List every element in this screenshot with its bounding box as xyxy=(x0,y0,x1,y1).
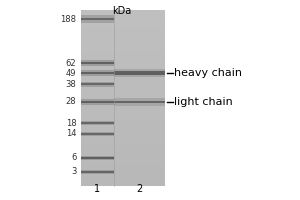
Bar xyxy=(81,99,114,105)
Bar xyxy=(81,122,114,124)
Bar xyxy=(81,18,114,20)
Bar xyxy=(81,62,114,64)
Bar xyxy=(81,60,114,66)
Bar xyxy=(81,157,114,159)
Bar xyxy=(81,101,114,103)
Text: 1: 1 xyxy=(94,184,100,194)
Bar xyxy=(81,83,114,85)
Bar xyxy=(81,156,114,160)
Text: 49: 49 xyxy=(66,68,76,77)
Text: 3: 3 xyxy=(71,168,76,176)
Bar xyxy=(114,101,165,103)
Bar xyxy=(81,15,114,23)
Bar xyxy=(114,98,165,106)
Bar xyxy=(81,171,114,173)
Bar xyxy=(81,133,114,135)
Text: 14: 14 xyxy=(66,130,76,138)
Bar xyxy=(81,70,114,76)
Bar xyxy=(81,132,114,136)
Bar xyxy=(81,72,114,74)
Text: heavy chain: heavy chain xyxy=(174,68,242,78)
Text: 188: 188 xyxy=(61,15,76,23)
Text: light chain: light chain xyxy=(174,97,233,107)
Bar xyxy=(114,71,165,75)
Text: 2: 2 xyxy=(136,184,142,194)
Bar xyxy=(114,69,165,77)
Text: 6: 6 xyxy=(71,154,76,162)
Bar xyxy=(81,82,114,87)
Text: 62: 62 xyxy=(66,58,76,68)
Text: 18: 18 xyxy=(66,118,76,128)
Text: 28: 28 xyxy=(66,98,76,106)
Text: 38: 38 xyxy=(66,80,76,89)
Bar xyxy=(81,170,114,174)
Text: kDa: kDa xyxy=(112,6,131,16)
Bar xyxy=(81,121,114,125)
